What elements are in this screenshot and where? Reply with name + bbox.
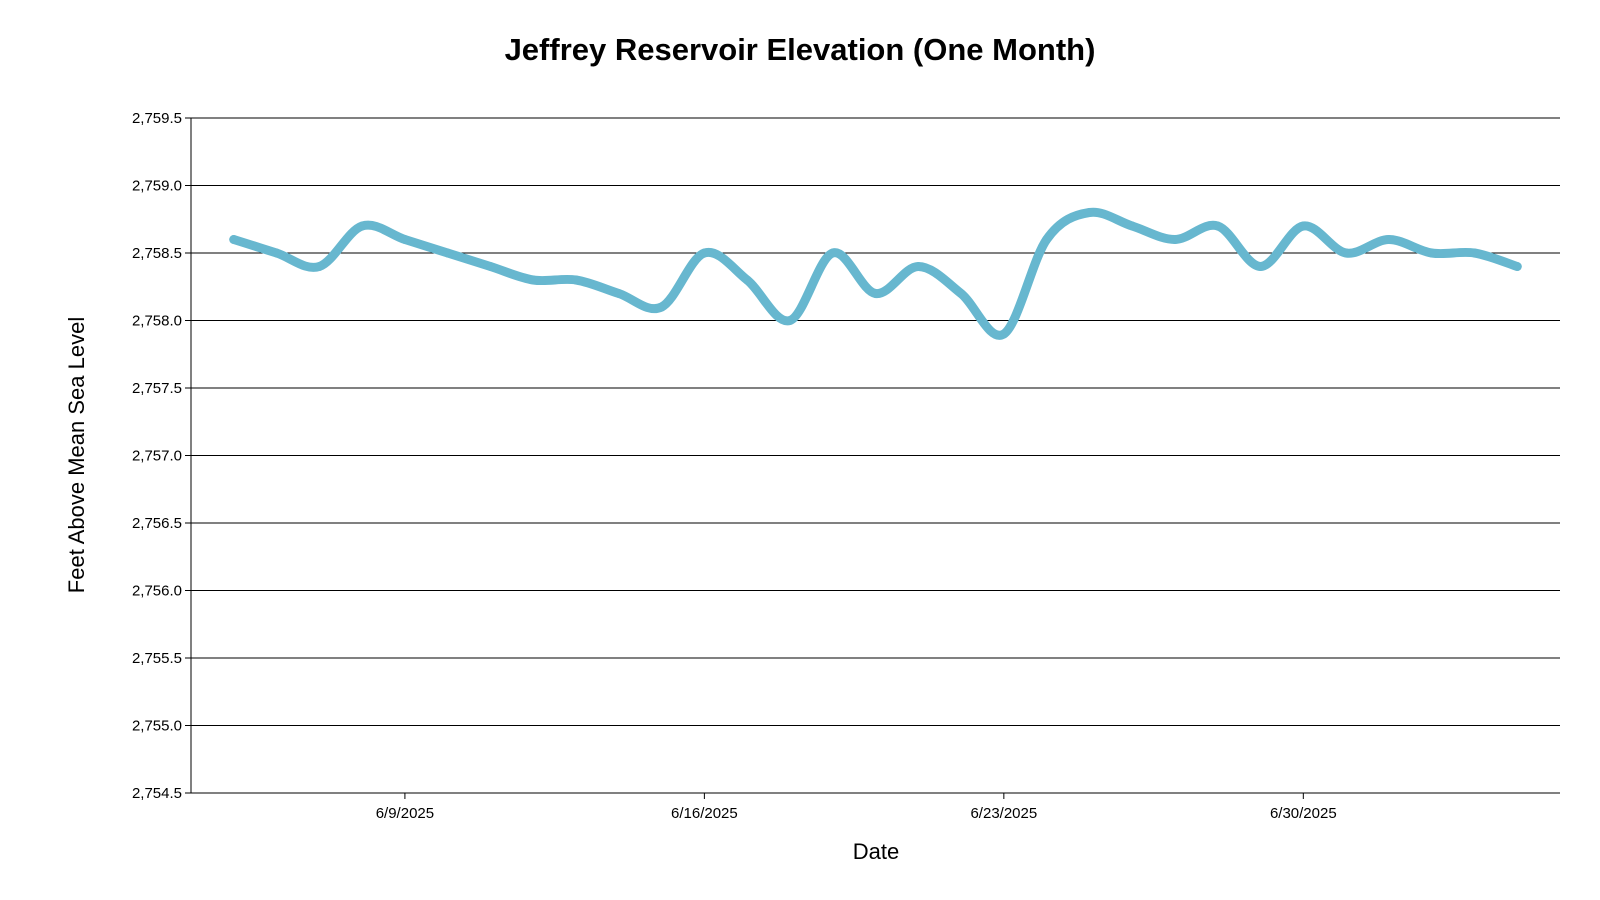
data-point [571,275,581,285]
y-tick-label: 2,757.5 [132,380,182,397]
y-axis-ticks: 2,754.5 2,755.0 2,755.5 2,756.0 2,756.5 2,757… [132,110,191,802]
x-tick-label: 6/23/2025 [970,805,1037,822]
y-tick-label: 2,759.5 [132,110,182,127]
data-point [1256,262,1266,271]
data-point [913,262,923,271]
data-point [699,248,709,258]
x-axis-ticks: 6/9/2025 6/16/2025 6/23/2025 6/30/2025 [376,793,1337,822]
data-point [272,248,282,258]
x-axis-title: Date [853,839,899,864]
data-point [785,316,795,325]
y-axis-title: Feet Above Mean Sea Level [64,317,89,593]
elevation-series-line [229,207,1522,340]
y-tick-label: 2,755.0 [132,718,182,735]
y-tick-label: 2,759.0 [132,178,182,195]
data-point [229,235,239,244]
y-tick-label: 2,757.0 [132,448,182,465]
data-point [485,262,495,271]
data-point [999,329,1009,339]
y-tick-label: 2,756.5 [132,515,182,532]
data-point [742,275,752,285]
y-tick-label: 2,754.5 [132,785,182,802]
data-point [1469,248,1479,258]
chart-title: Jeffrey Reservoir Elevation (One Month) [505,32,1096,67]
data-point [1042,235,1052,244]
data-point [1512,262,1522,271]
data-point [1127,221,1137,231]
data-point [1427,248,1437,258]
gridlines [191,117,1560,794]
data-point [443,248,453,258]
x-tick-label: 6/30/2025 [1270,805,1337,822]
data-point [657,302,667,312]
data-point [614,289,624,298]
data-point [1084,208,1094,217]
y-tick-label: 2,758.5 [132,245,182,262]
data-point [828,248,838,258]
data-point [1341,248,1351,258]
data-point [400,235,410,244]
data-point [528,275,538,285]
data-point [1170,235,1180,244]
data-point [1213,221,1223,231]
data-point [956,289,966,298]
y-tick-label: 2,756.0 [132,583,182,600]
data-point [871,289,880,298]
data-point [357,221,367,231]
data-point [314,262,324,271]
y-tick-label: 2,758.0 [132,313,182,330]
data-point [1384,235,1394,244]
series-layer [229,207,1522,340]
y-tick-label: 2,755.5 [132,650,182,667]
x-tick-label: 6/9/2025 [376,805,434,822]
x-tick-label: 6/16/2025 [671,805,738,822]
data-point [1298,221,1308,231]
